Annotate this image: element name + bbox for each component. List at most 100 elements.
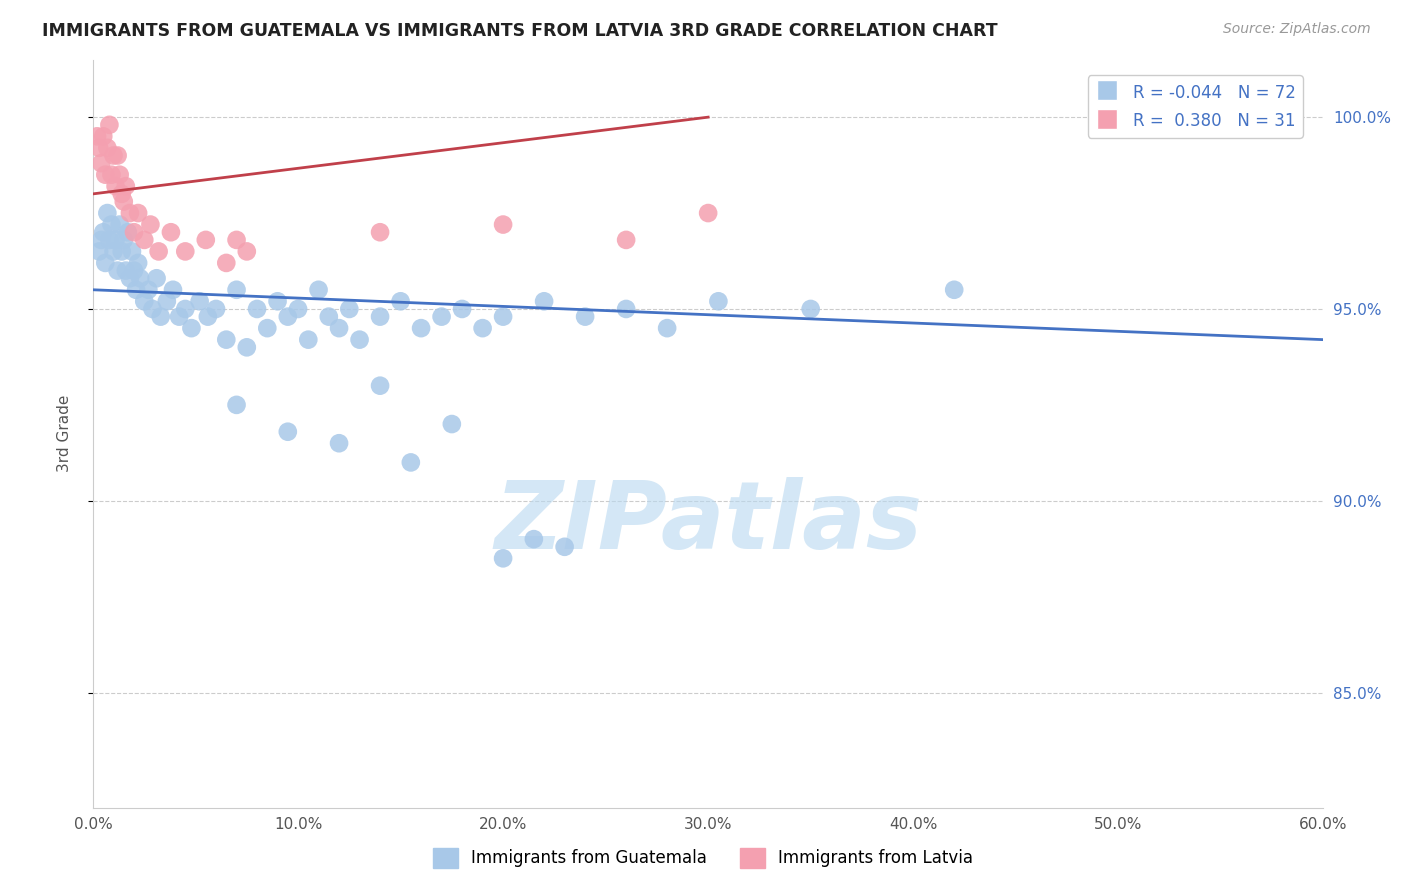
Y-axis label: 3rd Grade: 3rd Grade xyxy=(58,395,72,473)
Point xyxy=(122,263,145,277)
Point xyxy=(337,301,360,316)
Point xyxy=(409,321,432,335)
Point xyxy=(160,225,183,239)
Point xyxy=(107,148,129,162)
Point xyxy=(107,263,129,277)
Point xyxy=(139,218,162,232)
Point xyxy=(349,333,371,347)
Point xyxy=(523,532,546,546)
Point xyxy=(943,283,966,297)
Point xyxy=(103,148,125,162)
Point xyxy=(125,283,148,297)
Point xyxy=(141,301,163,316)
Point xyxy=(194,233,217,247)
Point xyxy=(554,540,576,554)
Point xyxy=(90,156,112,170)
Legend: Immigrants from Guatemala, Immigrants from Latvia: Immigrants from Guatemala, Immigrants fr… xyxy=(426,841,980,875)
Point xyxy=(89,141,111,155)
Point xyxy=(127,256,149,270)
Point xyxy=(215,256,238,270)
Point xyxy=(108,218,131,232)
Point xyxy=(94,256,117,270)
Point xyxy=(167,310,190,324)
Point xyxy=(225,398,247,412)
Point xyxy=(205,301,228,316)
Point xyxy=(287,301,309,316)
Point xyxy=(104,233,127,247)
Point xyxy=(91,129,114,144)
Point xyxy=(111,244,134,259)
Point xyxy=(225,233,247,247)
Point xyxy=(118,206,141,220)
Point xyxy=(277,425,299,439)
Point xyxy=(114,263,136,277)
Point xyxy=(174,301,197,316)
Point xyxy=(180,321,202,335)
Point xyxy=(492,218,515,232)
Point xyxy=(574,310,596,324)
Point xyxy=(236,244,259,259)
Point xyxy=(90,233,112,247)
Point xyxy=(800,301,823,316)
Point xyxy=(277,310,299,324)
Point xyxy=(89,244,111,259)
Point xyxy=(112,233,135,247)
Point xyxy=(148,244,170,259)
Point xyxy=(399,455,422,469)
Point xyxy=(451,301,474,316)
Point xyxy=(614,301,637,316)
Point xyxy=(368,225,391,239)
Point xyxy=(533,294,555,309)
Point xyxy=(117,225,139,239)
Point xyxy=(127,206,149,220)
Point xyxy=(492,551,515,566)
Point xyxy=(122,225,145,239)
Point xyxy=(707,294,730,309)
Point xyxy=(1209,103,1232,117)
Point xyxy=(430,310,453,324)
Legend: R = -0.044   N = 72, R =  0.380   N = 31: R = -0.044 N = 72, R = 0.380 N = 31 xyxy=(1088,76,1302,137)
Point xyxy=(440,417,463,431)
Point xyxy=(98,233,121,247)
Point xyxy=(697,206,720,220)
Text: Source: ZipAtlas.com: Source: ZipAtlas.com xyxy=(1223,22,1371,37)
Point xyxy=(162,283,184,297)
Point xyxy=(111,186,134,201)
Point xyxy=(149,310,172,324)
Point xyxy=(108,168,131,182)
Point xyxy=(318,310,340,324)
Point xyxy=(328,436,350,450)
Point xyxy=(266,294,288,309)
Point xyxy=(188,294,211,309)
Point xyxy=(129,271,152,285)
Point xyxy=(121,244,143,259)
Point xyxy=(655,321,678,335)
Point xyxy=(328,321,350,335)
Point xyxy=(215,333,238,347)
Point xyxy=(297,333,319,347)
Point xyxy=(96,141,118,155)
Point xyxy=(308,283,330,297)
Point xyxy=(100,168,122,182)
Point xyxy=(156,294,179,309)
Point xyxy=(86,129,108,144)
Point xyxy=(368,310,391,324)
Point xyxy=(471,321,494,335)
Point xyxy=(91,225,114,239)
Point xyxy=(112,194,135,209)
Point xyxy=(98,118,121,132)
Point xyxy=(197,310,219,324)
Point xyxy=(256,321,278,335)
Point xyxy=(94,168,117,182)
Point xyxy=(614,233,637,247)
Point xyxy=(246,301,269,316)
Point xyxy=(103,244,125,259)
Text: ZIPatlas: ZIPatlas xyxy=(494,477,922,569)
Point xyxy=(134,294,156,309)
Point xyxy=(104,179,127,194)
Text: IMMIGRANTS FROM GUATEMALA VS IMMIGRANTS FROM LATVIA 3RD GRADE CORRELATION CHART: IMMIGRANTS FROM GUATEMALA VS IMMIGRANTS … xyxy=(42,22,998,40)
Point xyxy=(118,271,141,285)
Point xyxy=(100,218,122,232)
Point xyxy=(138,283,160,297)
Point xyxy=(225,283,247,297)
